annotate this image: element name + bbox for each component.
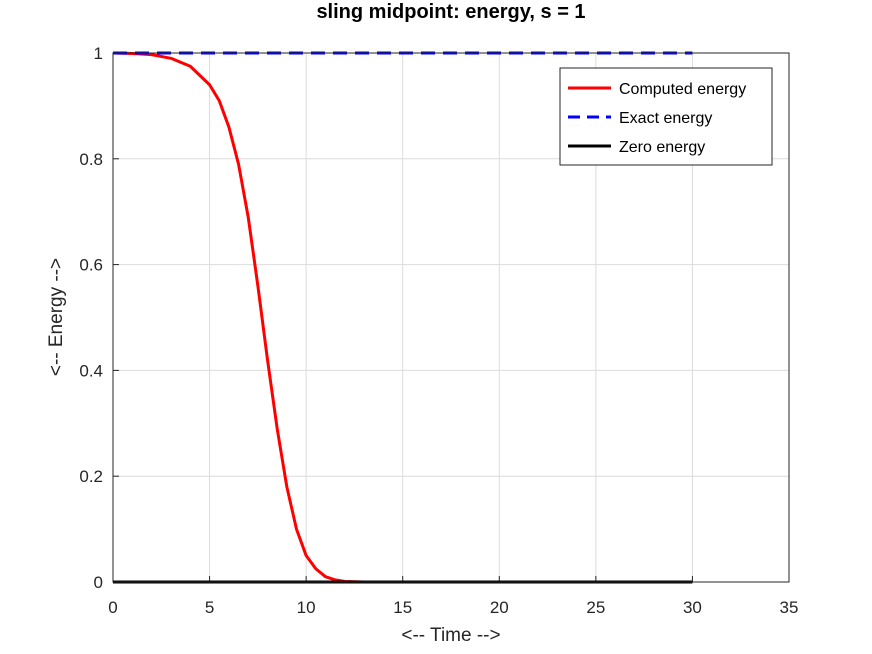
y-tick-label: 0.2: [79, 467, 103, 486]
x-tick-label: 10: [297, 598, 316, 617]
y-tick-label: 0.8: [79, 150, 103, 169]
y-tick-label: 0.4: [79, 361, 103, 380]
legend-label: Computed energy: [619, 81, 746, 98]
legend-label: Exact energy: [619, 110, 712, 127]
x-axis-label: <-- Time -->: [401, 625, 500, 646]
y-tick-label: 0: [94, 573, 103, 592]
x-tick-label: 35: [780, 598, 799, 617]
chart-title: sling midpoint: energy, s = 1: [316, 1, 585, 23]
x-tick-label: 0: [108, 598, 117, 617]
y-tick-label: 1: [94, 44, 103, 63]
legend-label: Zero energy: [619, 139, 705, 156]
x-tick-label: 30: [683, 598, 702, 617]
x-tick-label: 15: [393, 598, 412, 617]
y-tick-label: 0.6: [79, 256, 103, 275]
tick-labels: 0 5 10 15 20 25 30 35 0 0.2 0.4 0.6 0.8 1: [79, 44, 798, 617]
legend: Computed energy Exact energy Zero energy: [559, 67, 773, 166]
x-tick-label: 5: [205, 598, 214, 617]
plot-frame: [112, 52, 790, 583]
y-axis-label: <-- Energy -->: [46, 258, 67, 376]
x-tick-label: 20: [490, 598, 509, 617]
x-tick-label: 25: [586, 598, 605, 617]
